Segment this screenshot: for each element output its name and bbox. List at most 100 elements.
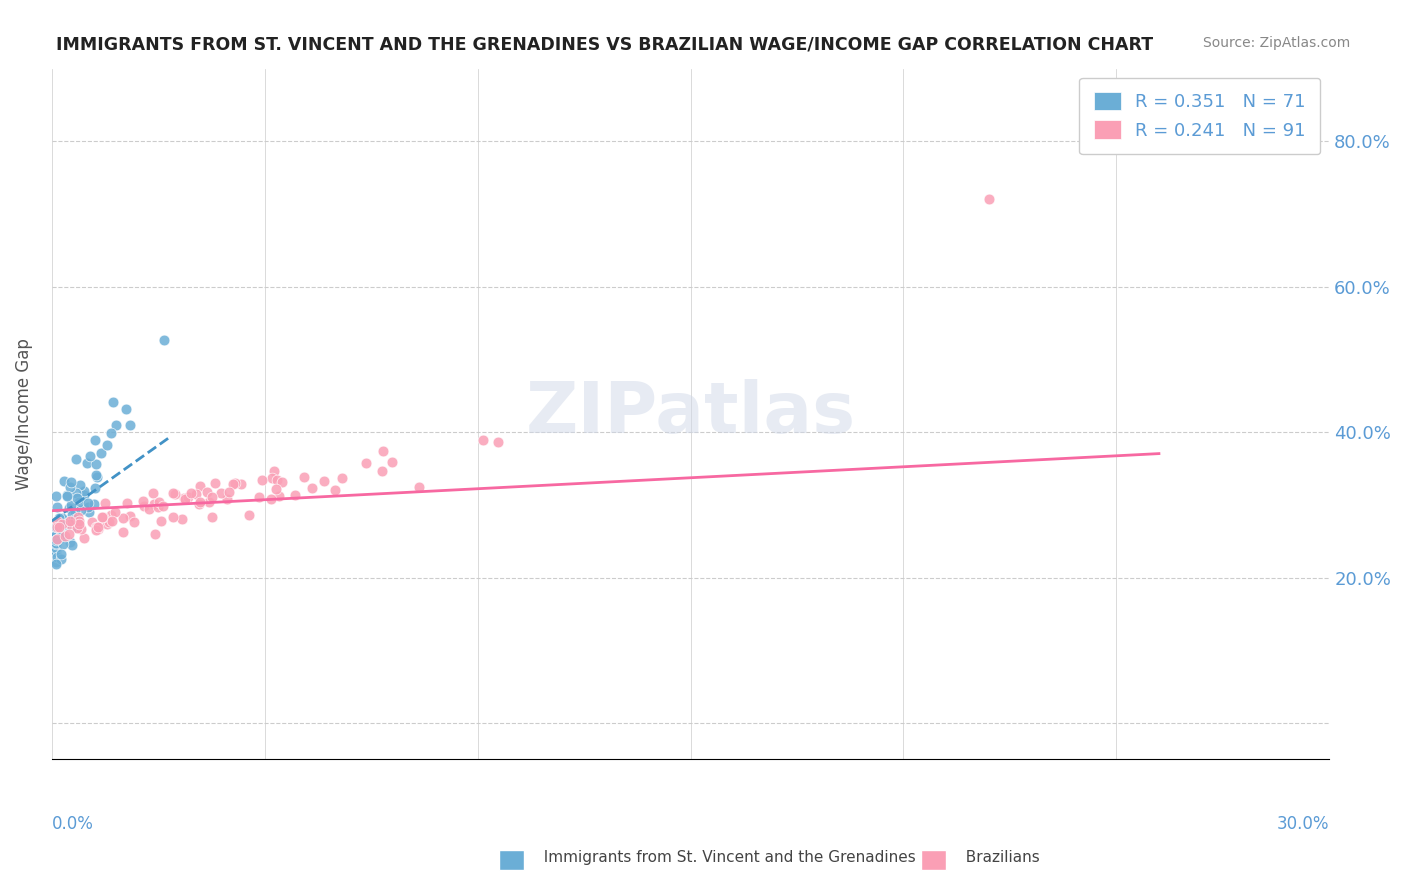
Point <box>187 497 209 511</box>
Text: 0.0%: 0.0% <box>52 814 94 833</box>
Point <box>314 474 336 488</box>
Point <box>100 425 122 440</box>
Point <box>65 486 87 500</box>
Point <box>48 510 70 524</box>
Point <box>49 530 72 544</box>
Point <box>45 544 67 558</box>
Point <box>83 481 105 495</box>
Point <box>104 505 127 519</box>
Point <box>87 522 110 536</box>
Point <box>153 333 176 347</box>
Point <box>60 508 83 523</box>
Point <box>59 515 82 529</box>
Point <box>79 449 101 463</box>
Point <box>46 520 69 534</box>
Point <box>86 470 108 484</box>
Point <box>67 514 90 528</box>
Point <box>120 418 142 433</box>
Point <box>94 496 117 510</box>
Point <box>84 467 107 482</box>
Point <box>91 509 114 524</box>
Point <box>63 511 86 525</box>
Point <box>87 520 110 534</box>
Point <box>60 475 83 490</box>
Point <box>190 495 212 509</box>
Point <box>45 489 67 503</box>
Point <box>51 521 73 535</box>
Point <box>55 518 77 533</box>
Point <box>197 494 219 508</box>
Point <box>45 520 67 534</box>
Point <box>45 555 67 569</box>
Point <box>264 482 287 496</box>
Point <box>45 546 67 560</box>
Point <box>65 504 87 518</box>
Point <box>48 520 70 534</box>
Point <box>59 480 82 494</box>
Point <box>90 446 112 460</box>
Point <box>53 516 76 531</box>
Point <box>58 527 80 541</box>
Point <box>148 494 170 508</box>
Point <box>163 487 186 501</box>
Point <box>73 488 96 502</box>
Point <box>51 516 73 531</box>
Point <box>380 455 402 469</box>
Point <box>104 418 127 433</box>
Point <box>76 456 98 470</box>
Point <box>86 457 108 471</box>
Point <box>65 451 87 466</box>
Point <box>371 444 394 458</box>
Point <box>96 516 118 531</box>
Point <box>229 477 252 491</box>
Point <box>132 499 155 513</box>
Point <box>59 535 82 549</box>
Point <box>96 437 118 451</box>
Point <box>247 490 270 504</box>
Point <box>45 527 67 541</box>
Point <box>56 489 79 503</box>
Point <box>270 475 292 490</box>
Point <box>173 491 195 506</box>
Point <box>148 500 170 515</box>
Point <box>260 491 283 506</box>
Point <box>49 528 72 542</box>
Point <box>59 498 82 512</box>
Point <box>67 494 90 508</box>
Point <box>97 515 120 529</box>
Point <box>84 433 107 447</box>
Point <box>114 401 136 416</box>
Point <box>79 505 101 519</box>
Point <box>101 395 124 409</box>
Point <box>152 499 174 513</box>
Point <box>301 481 323 495</box>
Point <box>263 464 285 478</box>
Point <box>89 519 111 533</box>
Point <box>66 521 89 535</box>
Point <box>176 490 198 504</box>
Point <box>471 433 494 447</box>
Point <box>124 515 146 529</box>
Point <box>52 474 75 488</box>
Point <box>222 477 245 491</box>
Point <box>408 480 430 494</box>
Point <box>354 456 377 470</box>
Point <box>201 509 224 524</box>
Point <box>209 485 232 500</box>
Point <box>66 491 89 505</box>
Point <box>73 483 96 498</box>
Point <box>218 485 240 500</box>
Point <box>111 524 134 539</box>
Text: ZIPatlas: ZIPatlas <box>526 379 856 449</box>
Point <box>73 531 96 545</box>
Point <box>53 518 76 533</box>
Point <box>174 491 197 506</box>
Point <box>45 533 67 548</box>
Point <box>58 501 80 516</box>
Point <box>180 485 202 500</box>
Point <box>52 513 75 527</box>
Point <box>111 510 134 524</box>
Point <box>51 511 73 525</box>
Point <box>70 522 93 536</box>
Point <box>49 547 72 561</box>
